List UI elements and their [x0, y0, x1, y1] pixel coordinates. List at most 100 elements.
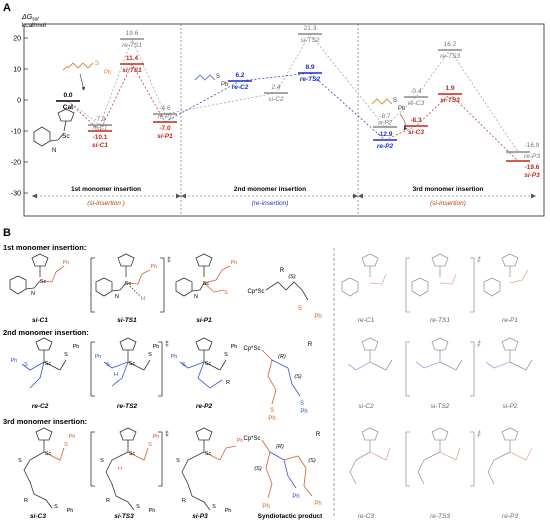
atom-ph-5b: Ph	[153, 344, 160, 350]
atom-n-2: N	[115, 294, 119, 300]
atom-ph-7: Ph	[69, 434, 76, 440]
atom-s-7b: S	[64, 442, 68, 448]
ts-mark-3r: ‡	[477, 431, 481, 438]
row-3-labels: si-C3 si-TS3 si-P3 Syndiotactic product	[30, 513, 323, 520]
value-si-ts1: 11.4	[126, 55, 139, 62]
row-1-title: 1st monomer insertion:	[3, 243, 86, 252]
monomer-1-arrow	[79, 73, 86, 91]
value-si-p2: -8.7	[379, 113, 391, 120]
label-re-p1: re-P1	[502, 317, 518, 324]
value-re-ts1: 19.6	[126, 30, 139, 37]
stereo-s-1: (S)	[288, 274, 296, 280]
ts-mark-1: ‡	[167, 257, 171, 264]
atom-s-chain-2a: S	[270, 408, 274, 414]
atom-sc-7: Sc	[45, 451, 52, 457]
level-labels: 0.0 Cat -7.9 re-C1 -10.1 si-C1 19.6 re-T…	[63, 25, 541, 179]
monomer-sketch-2	[194, 74, 216, 81]
value-re-c2: 6.2	[235, 72, 244, 79]
value-si-c2: 2.4	[271, 84, 280, 91]
label-si-p1: si-P1	[196, 317, 212, 324]
atom-sc-3: Sc	[203, 281, 210, 287]
monomer-2-s: S	[216, 74, 220, 80]
atom-s-chain-1: S	[298, 306, 302, 312]
row-3-structures	[23, 427, 313, 511]
name-si-p3: si-P3	[524, 172, 540, 179]
y-tick-m20: -20	[11, 160, 21, 167]
atom-s-9c: S	[212, 504, 216, 510]
atom-ph-6: Ph	[171, 354, 178, 360]
value-si-c3: -8.3	[410, 117, 422, 124]
row-1-atoms: Sc N Ph Sc N Ph H Sc N Ph S ‡ Cp*Sc R (S…	[31, 257, 322, 320]
monomer-3-ph: Ph	[398, 106, 405, 112]
label-syndiotactic: Syndiotactic product	[258, 513, 323, 520]
row-1-right-labels: re-C1 re-TS1 re-P1 ‡	[358, 257, 518, 324]
atom-ph-9c: Ph	[225, 508, 232, 514]
stereo-r-2: (R)	[278, 354, 286, 360]
cp-sc-3: Cp*Sc	[243, 436, 260, 442]
atom-s-7c: S	[54, 504, 58, 510]
label-si-c1: si-C1	[32, 317, 48, 324]
value-si-p3: -19.6	[525, 164, 540, 171]
atom-n-3: N	[194, 294, 198, 300]
monomer-1-s: S	[95, 61, 99, 67]
value-si-p1: -7.0	[159, 125, 171, 132]
label-re-c3: re-C3	[358, 513, 375, 520]
label-re-p3: re-P3	[502, 513, 518, 520]
catalyst-metal: Sc	[62, 133, 70, 140]
section-arrow-heads	[32, 193, 536, 199]
panel-a-label: A	[3, 2, 11, 14]
name-re-ts2: re-TS2	[300, 76, 321, 83]
atom-ph-5: Ph	[95, 354, 102, 360]
row-3-gray-structures	[349, 427, 533, 487]
name-re-ts1: re-TS1	[122, 42, 142, 49]
atom-ph-2: Ph	[151, 264, 158, 270]
name-re-p3: re-P3	[524, 153, 540, 160]
atom-h-2: H	[141, 296, 145, 302]
name-si-c1: si-C1	[92, 142, 108, 149]
ts-mark-1r: ‡	[477, 257, 481, 264]
atom-sc-4: Sc	[45, 361, 52, 367]
stereo-r-3: (R)	[276, 444, 284, 450]
atom-s-4: S	[24, 362, 28, 368]
atom-ph-7c: Ph	[67, 508, 74, 514]
atom-s-8: S	[100, 458, 104, 464]
name-re-p2: re-P2	[377, 143, 394, 150]
value-cat: 0.0	[63, 92, 72, 99]
section-1-title: 1st monomer insertion	[71, 186, 141, 193]
atom-s-5: S	[106, 362, 110, 368]
monomer-sketch-3	[371, 98, 393, 105]
monomer-1-ph: Ph	[104, 70, 111, 76]
value-re-p1: -4.6	[159, 105, 171, 112]
atom-s-7: S	[18, 458, 22, 464]
pathway-red	[67, 63, 519, 162]
atom-ph-6b: Ph	[231, 344, 238, 350]
stereo-s-2: (S)	[294, 374, 302, 380]
monomer-2-ph: Ph	[221, 82, 228, 88]
ts-mark-2r: ‡	[477, 341, 481, 348]
monomer-sketch-1	[62, 62, 94, 71]
label-re-ts1: re-TS1	[430, 317, 450, 324]
atom-s-6b: S	[224, 352, 228, 358]
name-si-ts2: si-TS2	[301, 37, 320, 44]
atom-sc-6: Sc	[205, 361, 212, 367]
section-3-title: 3rd monomer insertion	[413, 186, 484, 193]
row-3-atoms: Sc S S Ph R S Ph Sc S H S Ph R S Ph Sc S…	[18, 431, 322, 514]
atom-ph-1: Ph	[63, 260, 70, 266]
label-si-p2: si-P2	[503, 403, 518, 410]
label-re-p2: re-P2	[196, 403, 213, 410]
y-ticks: 20 10 0 -10 -20 -30	[11, 36, 28, 198]
name-cat: Cat	[63, 104, 74, 111]
name-si-p1: si-P1	[157, 133, 173, 140]
atom-ph-8c: Ph	[149, 508, 156, 514]
y-axis-label: ΔGsol	[21, 14, 39, 23]
label-si-ts1: si-TS1	[117, 317, 137, 324]
plot-frame	[23, 23, 545, 217]
atom-s-chain-2b: S	[300, 401, 304, 407]
atom-ph-chain-2a: Ph	[268, 416, 275, 422]
label-si-c2: si-C2	[358, 403, 374, 410]
row-1-gray-structures	[341, 253, 529, 313]
row-3-right-labels: re-C3 re-TS3 re-P3 ‡	[358, 431, 518, 520]
atom-s-5b: S	[148, 352, 152, 358]
section-labels: 1st monomer insertion (si-insertion ) 2n…	[71, 186, 483, 207]
section-1-sub: (si-insertion )	[87, 200, 125, 207]
